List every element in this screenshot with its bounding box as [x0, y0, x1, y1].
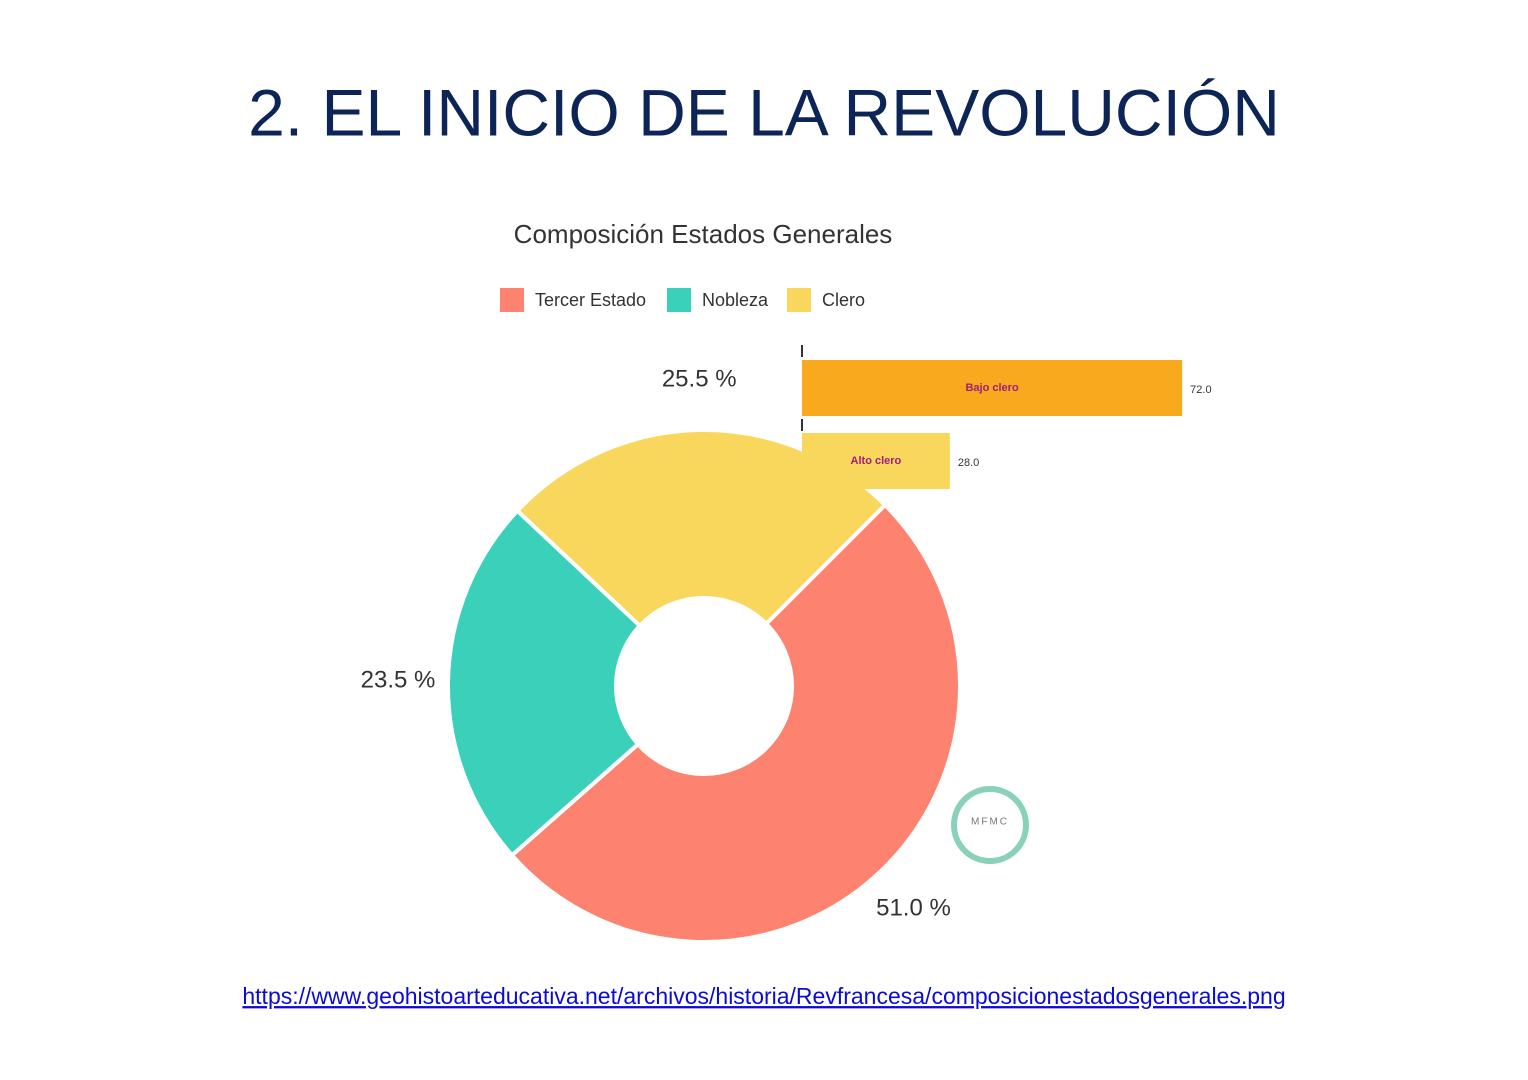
legend-swatch: [667, 288, 691, 312]
legend-label: Clero: [822, 290, 865, 310]
data-label: 23.5 %: [361, 667, 436, 694]
legend-label: Tercer Estado: [535, 290, 646, 310]
bar-value-label: 72.0: [1190, 384, 1211, 396]
bar-value-label: 28.0: [958, 457, 979, 469]
source-link[interactable]: https://www.geohistoarteducativa.net/arc…: [242, 983, 1285, 1009]
slide-title: 2. EL INICIO DE LA REVOLUCIÓN: [248, 75, 1280, 149]
bar: [802, 433, 950, 489]
legend-label: Nobleza: [702, 290, 769, 310]
bar-category-label: Alto clero: [851, 455, 902, 467]
donut-slice: [446, 507, 643, 859]
legend-swatch: [500, 288, 524, 312]
donut-slice: [509, 502, 962, 944]
legend-swatch: [787, 288, 811, 312]
watermark-logo: MFMC: [951, 786, 1029, 864]
watermark-text: MFMC: [971, 817, 1009, 828]
bar-category-label: Bajo clero: [965, 382, 1018, 394]
data-label: 25.5 %: [662, 365, 737, 392]
chart-title: Composición Estados Generales: [514, 219, 893, 249]
data-label: 51.0 %: [876, 894, 951, 921]
bar: [802, 360, 1183, 416]
